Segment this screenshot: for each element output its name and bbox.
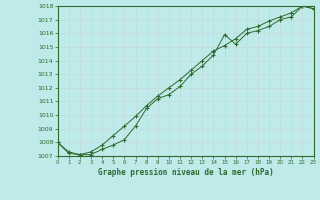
X-axis label: Graphe pression niveau de la mer (hPa): Graphe pression niveau de la mer (hPa) — [98, 168, 274, 177]
